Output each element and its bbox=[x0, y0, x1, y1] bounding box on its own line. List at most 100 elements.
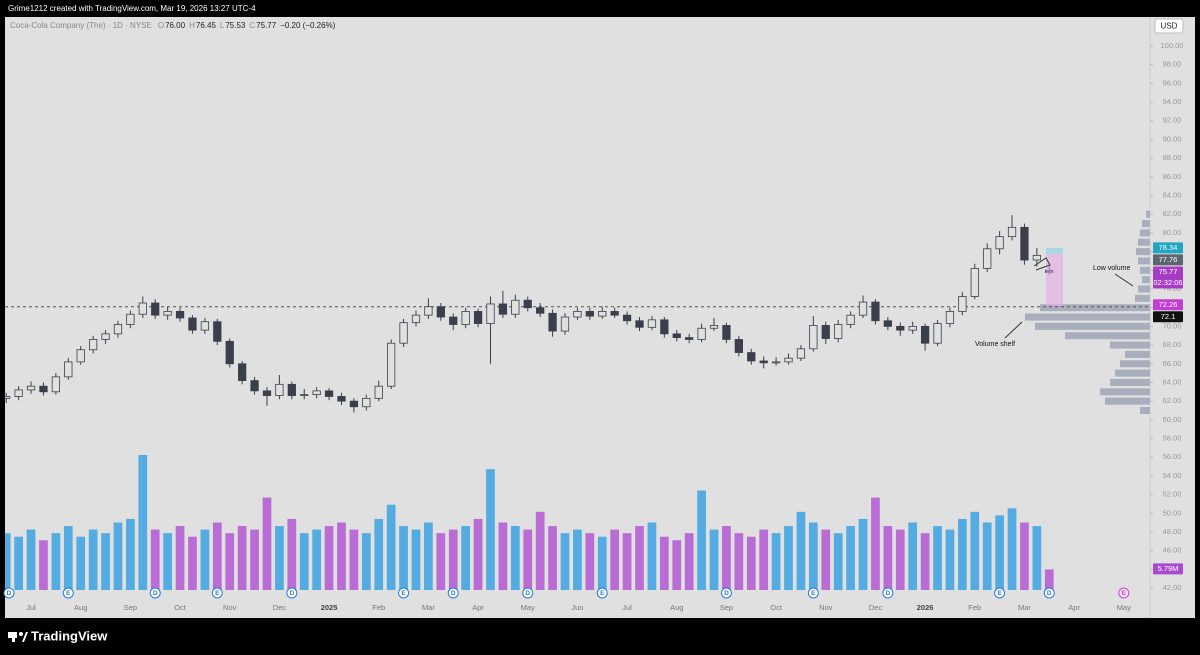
volume-profile-bar bbox=[1110, 341, 1150, 349]
event-label: D bbox=[886, 590, 891, 597]
volume-bar bbox=[796, 511, 806, 590]
legend: Coca-Cola Company (The) · 1D · NYSE O 76.… bbox=[10, 21, 336, 30]
volume-bar bbox=[461, 526, 471, 590]
candle-body bbox=[5, 396, 11, 399]
volume-bar bbox=[88, 529, 98, 590]
event-marker bbox=[720, 587, 732, 599]
y-tick-label: 64.00 bbox=[1163, 377, 1182, 386]
volume-bar bbox=[1007, 508, 1017, 590]
candle-body bbox=[920, 325, 930, 344]
candle-body bbox=[362, 397, 371, 408]
candle-body bbox=[188, 317, 197, 331]
volume-bar bbox=[287, 518, 297, 590]
candle-body bbox=[138, 302, 147, 315]
volume-bar bbox=[374, 518, 384, 590]
x-tick-label: Feb bbox=[372, 603, 385, 612]
currency-box bbox=[1154, 18, 1184, 34]
candle-body bbox=[1007, 226, 1017, 238]
volume-profile-bar bbox=[1115, 369, 1150, 377]
volume-bar bbox=[337, 522, 346, 590]
candle-body bbox=[536, 307, 545, 314]
volume-bar bbox=[821, 529, 831, 590]
x-tick-label: Feb bbox=[968, 603, 981, 612]
y-tick-label: 84.00 bbox=[1163, 191, 1182, 200]
volume-bar bbox=[982, 522, 992, 590]
volume-bar bbox=[672, 540, 682, 590]
volume-bar bbox=[448, 529, 458, 590]
event-marker bbox=[447, 587, 459, 599]
price-tag-label: 75.77 bbox=[1159, 267, 1178, 276]
x-tick-label: Mar bbox=[422, 603, 435, 612]
volume-profile-bar bbox=[1100, 388, 1150, 396]
candle-body bbox=[473, 311, 483, 324]
event-marker bbox=[522, 587, 534, 599]
x-tick-label: Apr bbox=[472, 603, 484, 612]
candle-body bbox=[697, 327, 706, 340]
y-tick-label: 88.00 bbox=[1163, 153, 1182, 162]
candle-body bbox=[238, 363, 247, 381]
volume-profile-bar bbox=[1142, 220, 1150, 228]
volume-bar bbox=[1032, 526, 1042, 590]
volume-profile-bar bbox=[1146, 210, 1150, 218]
event-label: E bbox=[215, 590, 220, 597]
event-marker bbox=[882, 587, 894, 599]
volume-profile-bar bbox=[1040, 304, 1150, 312]
candle-body bbox=[225, 340, 234, 365]
volume-bar bbox=[846, 526, 855, 590]
candle-body bbox=[89, 339, 98, 351]
candle-body bbox=[958, 296, 967, 312]
candle-body bbox=[399, 322, 408, 344]
candle-body bbox=[983, 248, 992, 269]
volume-bar bbox=[411, 529, 421, 590]
volume-bar bbox=[1044, 569, 1054, 590]
x-tick-label: Nov bbox=[223, 603, 237, 612]
event-marker bbox=[994, 587, 1006, 599]
volume-bar bbox=[275, 526, 284, 590]
event-label: D bbox=[289, 590, 294, 597]
event-marker bbox=[596, 587, 608, 599]
event-label: E bbox=[66, 590, 71, 597]
plot bbox=[5, 210, 1150, 590]
volume-bar bbox=[908, 522, 918, 590]
candle-body bbox=[113, 324, 123, 335]
candle-body bbox=[461, 311, 470, 325]
candle-body bbox=[722, 325, 731, 340]
candle-body bbox=[262, 390, 272, 396]
legend-key: O bbox=[158, 21, 164, 30]
candle-body bbox=[548, 312, 557, 332]
volume-bar bbox=[349, 529, 359, 590]
x-tick-label: 2026 bbox=[917, 603, 934, 612]
y-tick-label: 66.00 bbox=[1163, 359, 1182, 368]
legend-key: H bbox=[189, 21, 195, 30]
volume-bar bbox=[5, 533, 11, 590]
logo-part bbox=[22, 632, 28, 642]
volume-bar bbox=[138, 455, 148, 590]
candle-body bbox=[1020, 226, 1029, 261]
event-marker bbox=[211, 587, 223, 599]
volume-bar bbox=[970, 511, 980, 590]
volume-bar bbox=[1020, 522, 1029, 590]
y-tick-label: 82.00 bbox=[1163, 209, 1182, 218]
candle-body bbox=[809, 325, 818, 350]
candle-body bbox=[101, 333, 110, 340]
price-tag-label: 72.26 bbox=[1159, 300, 1178, 309]
price-tag bbox=[1153, 299, 1183, 311]
volume-bar bbox=[548, 526, 557, 590]
countdown: 02:32:06 bbox=[1153, 278, 1182, 287]
candle-body bbox=[523, 299, 532, 309]
volume-bar bbox=[709, 529, 719, 590]
y-tick-label: 68.00 bbox=[1163, 340, 1182, 349]
x-tick-label: Oct bbox=[174, 603, 187, 612]
event-label: E bbox=[811, 590, 816, 597]
volume-bar bbox=[858, 518, 868, 590]
candle-body bbox=[76, 349, 85, 363]
candle-body bbox=[834, 324, 843, 339]
volume-bar bbox=[361, 533, 371, 590]
candle-body bbox=[821, 325, 830, 339]
drawing-pattern bbox=[1033, 257, 1051, 271]
volume-bar bbox=[597, 536, 607, 590]
event-label: E bbox=[997, 590, 1002, 597]
event-label: D bbox=[1047, 590, 1052, 597]
volume-bar bbox=[535, 511, 545, 590]
